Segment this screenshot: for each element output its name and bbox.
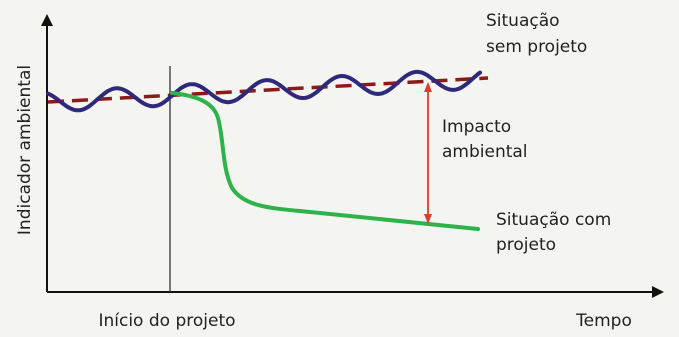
project-start-label: Início do projeto [98,311,235,331]
with-project-label-line2: projeto [496,235,556,255]
x-axis-arrow-icon [652,286,664,298]
y-axis-label: Indicador ambiental [15,65,35,235]
with-project-curve [170,91,480,231]
without-project-curve [46,69,482,113]
y-axis-arrow-icon [41,14,53,26]
impact-arrow-bottom-head-icon [424,214,432,224]
baseline-trend-dashed-line [47,76,489,104]
with-project-label-line1: Situação com [496,210,611,230]
impact-label-line2: ambiental [442,142,528,162]
without-project-label-line1: Situação [486,11,560,31]
x-axis-label: Tempo [575,311,632,331]
without-project-label-line2: sem projeto [486,37,587,57]
impact-arrow-top-head-icon [424,82,432,92]
impact-label-line1: Impacto [442,117,511,137]
